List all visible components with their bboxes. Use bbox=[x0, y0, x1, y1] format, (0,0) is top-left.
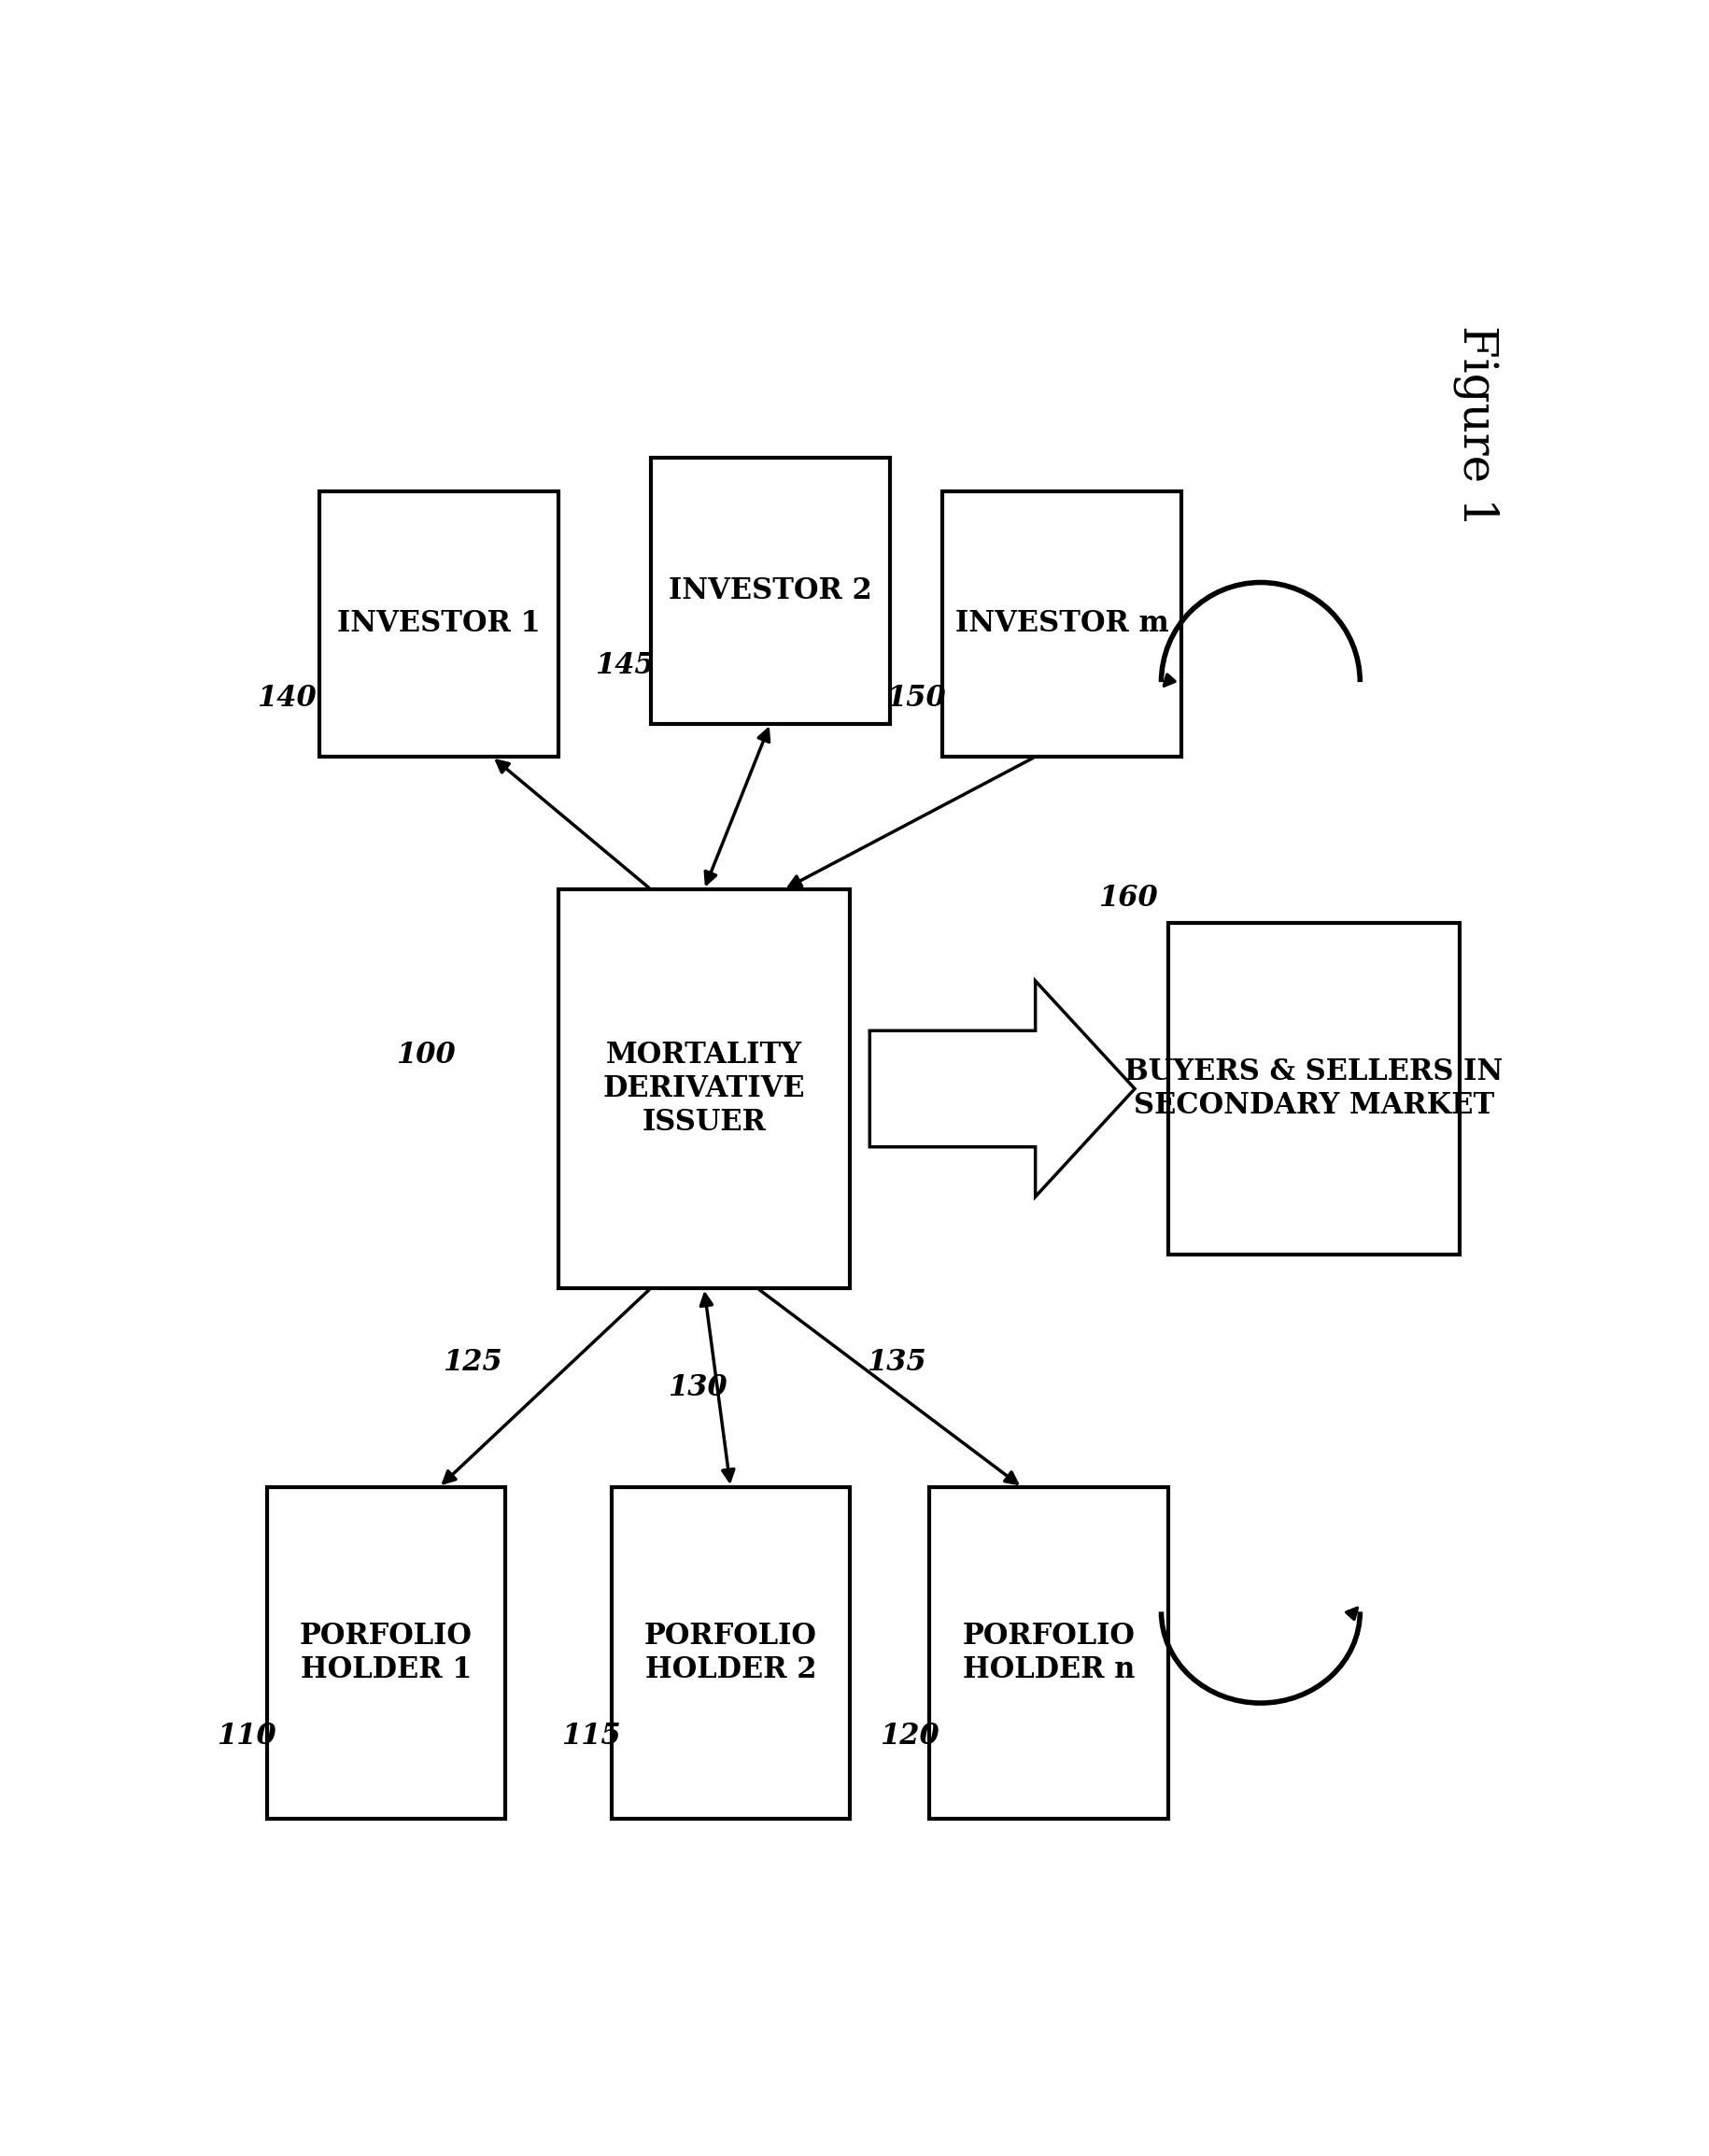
FancyBboxPatch shape bbox=[320, 492, 557, 757]
Text: INVESTOR 1: INVESTOR 1 bbox=[337, 610, 540, 638]
Text: 100: 100 bbox=[396, 1041, 455, 1069]
Text: PORFOLIO
HOLDER 2: PORFOLIO HOLDER 2 bbox=[644, 1621, 817, 1684]
FancyBboxPatch shape bbox=[267, 1488, 506, 1820]
Text: Figure 1: Figure 1 bbox=[1453, 326, 1499, 526]
Text: 150: 150 bbox=[885, 683, 945, 714]
FancyBboxPatch shape bbox=[930, 1488, 1167, 1820]
Text: BUYERS & SELLERS IN
SECONDARY MARKET: BUYERS & SELLERS IN SECONDARY MARKET bbox=[1125, 1059, 1502, 1119]
FancyBboxPatch shape bbox=[942, 492, 1181, 757]
Text: 110: 110 bbox=[217, 1723, 277, 1751]
Text: PORFOLIO
HOLDER n: PORFOLIO HOLDER n bbox=[962, 1621, 1135, 1684]
Text: 160: 160 bbox=[1097, 884, 1157, 912]
Text: 125: 125 bbox=[443, 1348, 502, 1378]
Text: 120: 120 bbox=[878, 1723, 938, 1751]
Text: 135: 135 bbox=[866, 1348, 926, 1378]
Text: INVESTOR m: INVESTOR m bbox=[955, 610, 1167, 638]
Text: PORFOLIO
HOLDER 1: PORFOLIO HOLDER 1 bbox=[299, 1621, 472, 1684]
Text: 115: 115 bbox=[561, 1723, 620, 1751]
Polygon shape bbox=[870, 981, 1135, 1197]
FancyBboxPatch shape bbox=[651, 457, 889, 724]
Text: INVESTOR 2: INVESTOR 2 bbox=[668, 576, 872, 606]
Text: MORTALITY
DERIVATIVE
ISSUER: MORTALITY DERIVATIVE ISSUER bbox=[603, 1041, 805, 1136]
Text: 140: 140 bbox=[256, 683, 316, 714]
FancyBboxPatch shape bbox=[1167, 923, 1458, 1255]
FancyBboxPatch shape bbox=[612, 1488, 849, 1820]
Text: 130: 130 bbox=[667, 1373, 726, 1401]
Text: 145: 145 bbox=[595, 651, 655, 679]
FancyBboxPatch shape bbox=[557, 890, 849, 1287]
